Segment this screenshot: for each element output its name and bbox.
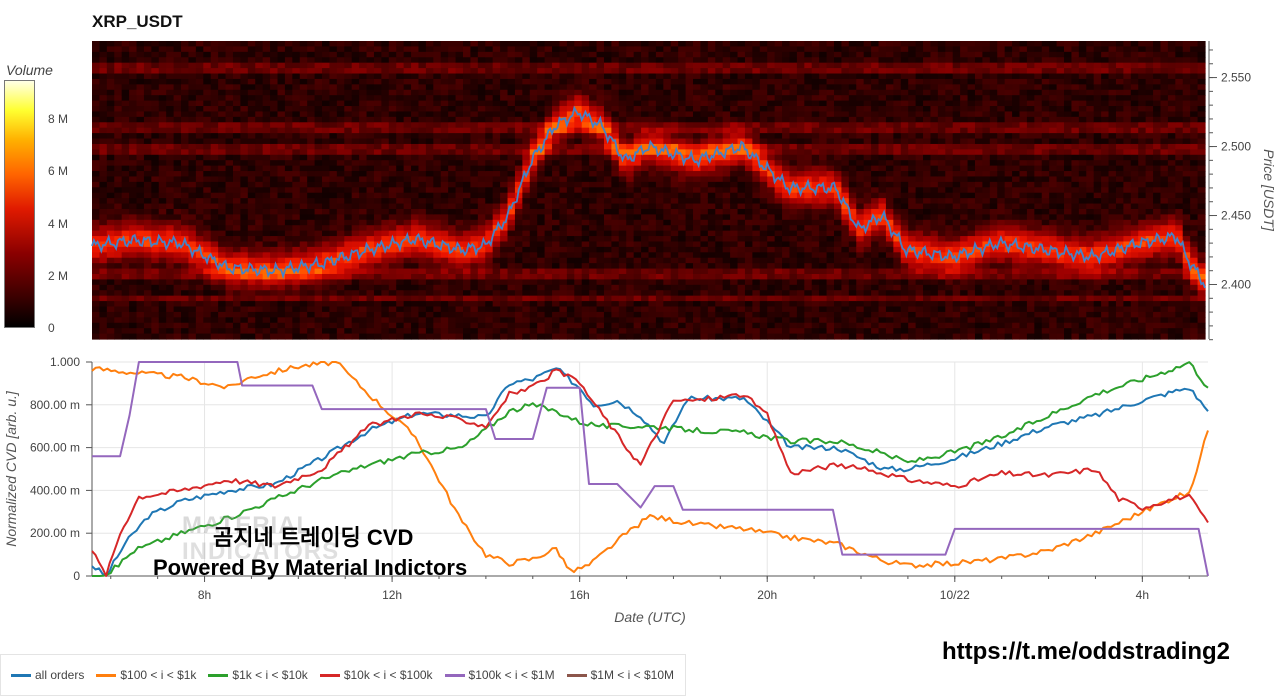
legend-item[interactable]: $1M < i < $10M	[566, 668, 674, 682]
colorbar-tick: 0	[48, 321, 55, 335]
legend-item[interactable]: all orders	[11, 668, 84, 682]
overlay-title: 곰지네 트레이딩 CVD	[213, 525, 414, 550]
legend-swatch	[11, 673, 31, 677]
legend-item[interactable]: $100k < i < $1M	[444, 668, 555, 682]
price-tick-label: 2.500	[1221, 140, 1251, 154]
cvd-x-tick-label: 8h	[198, 588, 211, 602]
cvd-line-chart[interactable]: 0 200.00 m 400.00 m 600.00 m 800.00 m 1.000 8h…	[0, 0, 1280, 640]
cvd-y-tick-label: 400.00 m	[30, 483, 80, 497]
cvd-y-tick-label: 200.00 m	[30, 526, 80, 540]
cvd-x-tick-label: 10/22	[940, 588, 970, 602]
cvd-x-tick-label: 4h	[1136, 588, 1149, 602]
price-axis-label: Price [USDT]	[1261, 149, 1277, 232]
price-heatmap[interactable]: 2.400 2.450 2.500 2.550 Price [USDT]	[0, 0, 1280, 345]
cvd-series-line	[91, 361, 1209, 574]
cvd-series-line	[91, 367, 1209, 577]
cvd-x-tick-label: 12h	[382, 588, 402, 602]
legend-swatch	[566, 673, 587, 677]
legend-swatch	[319, 673, 340, 677]
colorbar-tick: 8 M	[48, 112, 69, 127]
price-tick-label: 2.450	[1221, 209, 1251, 223]
colorbar-label: Volume	[6, 62, 53, 78]
volume-colorbar	[4, 80, 35, 328]
colorbar-tick: 6 M	[48, 164, 69, 179]
colorbar-tick: 2 M	[48, 268, 69, 283]
legend: all orders $100 < i < $1k $1k < i < $10k $1…	[0, 654, 686, 696]
heatmap-cells	[92, 41, 1206, 340]
legend-label: $100k < i < $1M	[468, 668, 555, 682]
legend-swatch	[444, 673, 465, 677]
cvd-series-line	[92, 361, 1209, 577]
legend-item[interactable]: $100 < i < $1k	[96, 668, 196, 682]
cvd-y-tick-label: 800.00 m	[30, 398, 80, 412]
legend-label: $10k < i < $100k	[343, 668, 433, 682]
chart-title: XRP_USDT	[92, 12, 183, 31]
cvd-x-axis-label: Date (UTC)	[614, 609, 686, 625]
cvd-x-tick-label: 20h	[757, 588, 777, 602]
colorbar-tick: 4 M	[48, 216, 69, 231]
cvd-y-tick-label: 600.00 m	[30, 441, 80, 455]
cvd-y-axis-label: Normalized CVD [arb. u.]	[3, 390, 19, 547]
overlay-powered-by: Powered By Material Indictors	[153, 555, 468, 580]
watermark-line1: MATERIAL	[182, 512, 313, 539]
cvd-series-line	[92, 361, 1209, 577]
legend-item[interactable]: $1k < i < $10k	[208, 668, 308, 682]
price-tick-label: 2.400	[1221, 278, 1251, 292]
watermark-line2: INDICATORS	[182, 538, 340, 565]
legend-item[interactable]: $10k < i < $100k	[319, 668, 433, 682]
legend-label: $100 < i < $1k	[120, 668, 197, 682]
price-line	[91, 105, 1206, 289]
price-tick-label: 2.550	[1221, 71, 1251, 85]
cvd-y-tick-label: 0	[73, 569, 80, 583]
legend-label: $1k < i < $10k	[232, 668, 308, 682]
cvd-y-tick-label: 1.000	[50, 355, 80, 369]
cvd-series-line	[91, 368, 1209, 577]
telegram-url: https://t.me/oddstrading2	[942, 638, 1230, 665]
legend-label: $1M < i < $10M	[590, 668, 674, 682]
cvd-grid	[92, 361, 1208, 577]
cvd-x-tick-label: 16h	[570, 588, 590, 602]
legend-swatch	[208, 673, 229, 677]
legend-swatch	[96, 673, 117, 677]
legend-label: all orders	[35, 668, 85, 682]
